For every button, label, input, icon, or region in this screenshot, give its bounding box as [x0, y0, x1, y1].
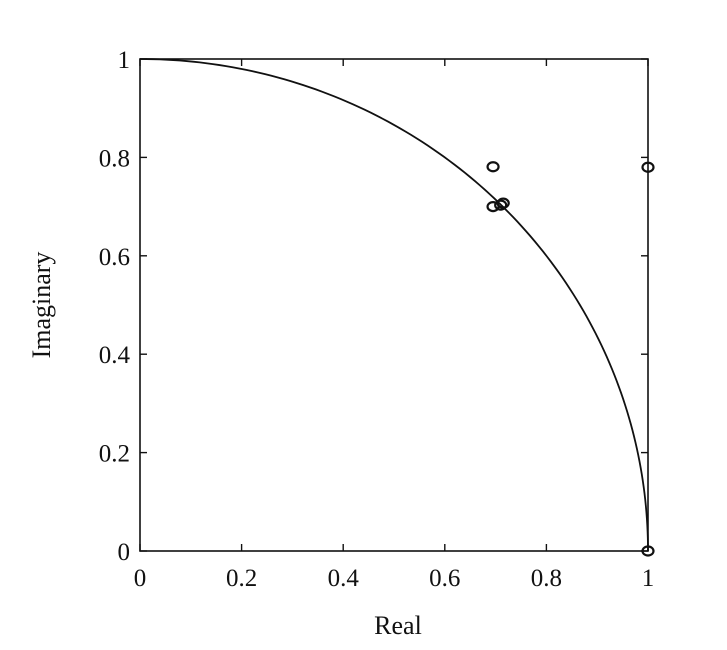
x-tick-label: 0.6: [429, 565, 460, 592]
y-tick-label: 1: [118, 47, 131, 74]
tick-labels: 0 0.2 0.4 0.6 0.8 1 0 0.2 0.4 0.6 0.8 1: [99, 47, 655, 592]
x-tick-label: 0.2: [226, 565, 257, 592]
x-tick-label: 0.8: [531, 565, 562, 592]
y-tick-label: 0.4: [99, 342, 131, 369]
x-tick-label: 0.4: [328, 565, 360, 592]
y-tick-label: 0: [118, 539, 131, 566]
x-axis-label: Real: [374, 611, 422, 640]
data-point: [641, 545, 655, 557]
plot-frame: [139, 58, 649, 552]
data-points: [486, 161, 655, 557]
y-axis-label: Imaginary: [27, 252, 56, 359]
y-tick-label: 0.8: [99, 145, 130, 172]
data-point: [496, 197, 510, 209]
data-point: [494, 199, 508, 211]
unit-circle-curve: [139, 58, 649, 552]
ticks: [139, 58, 649, 552]
x-tick-label: 0: [134, 565, 147, 592]
y-tick-label: 0.2: [99, 441, 130, 468]
x-tick-label: 1: [642, 565, 655, 592]
y-tick-label: 0.6: [99, 244, 130, 271]
data-point: [641, 161, 655, 173]
data-point: [486, 161, 500, 173]
